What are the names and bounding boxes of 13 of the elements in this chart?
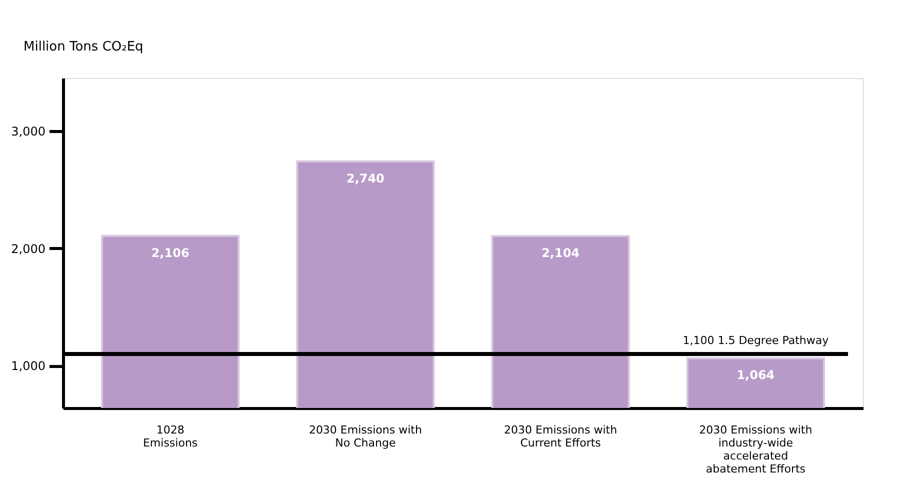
ref-line-label: 1,100 1.5 Degree Pathway xyxy=(682,334,830,347)
data-label: 1,064 xyxy=(736,368,775,382)
y-tick-label: 1,000 xyxy=(11,359,46,374)
x-tick-label: 1028 Emissions xyxy=(142,424,198,450)
data-label: 2,106 xyxy=(151,246,190,260)
x-tick-label: 2030 Emissions with Current Efforts xyxy=(504,424,618,450)
data-label: 2,104 xyxy=(542,246,580,260)
y-axis-title: Million Tons CO₂Eq xyxy=(24,40,144,54)
y-tick-label: 2,000 xyxy=(11,242,46,256)
data-label: 2,740 xyxy=(346,171,384,186)
x-tick-label: 2030 Emissions with No Change xyxy=(308,424,422,450)
y-tick-label: 3,000 xyxy=(11,124,46,138)
x-tick-label: 2030 Emissions with industry-wide accelerated abatement Efforts xyxy=(699,424,812,476)
